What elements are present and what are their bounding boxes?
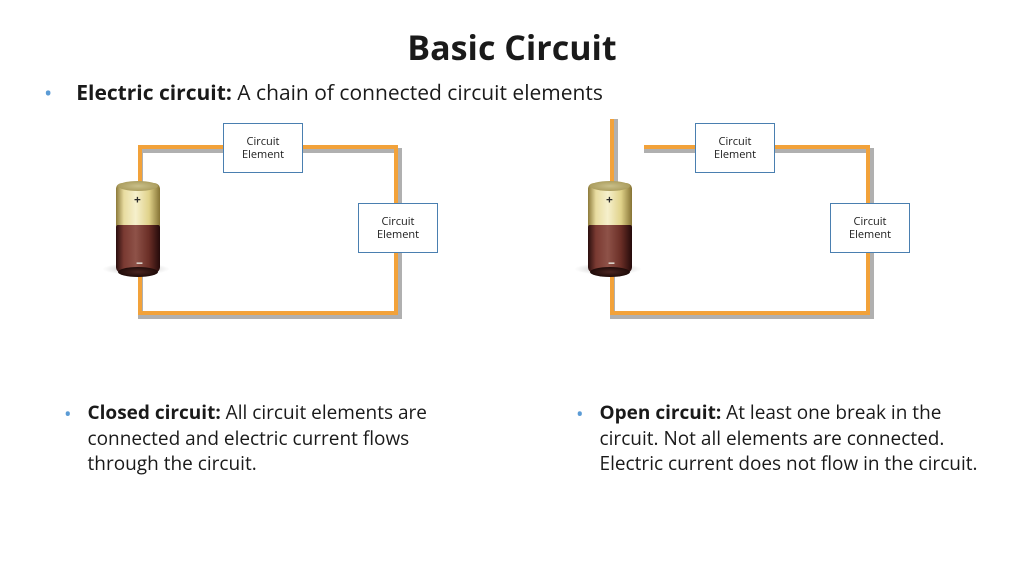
page-title: Basic Circuit	[0, 0, 1024, 70]
definition-text: A chain of connected circuit elements	[232, 79, 603, 107]
captions-row: • Closed circuit: All circuit elements a…	[0, 400, 1024, 477]
closed-circuit-caption: • Closed circuit: All circuit elements a…	[88, 400, 472, 477]
diagram-area: + – Circuit Element Circuit Element + – …	[0, 113, 1024, 373]
definition-bullet: • Electric circuit: A chain of connected…	[44, 80, 1024, 107]
bullet-dot-icon: •	[44, 80, 52, 106]
circuit-element-box: Circuit Element	[695, 123, 775, 173]
circuit-element-box: Circuit Element	[223, 123, 303, 173]
open-circuit-caption: • Open circuit: At least one break in th…	[600, 400, 984, 477]
circuit-element-box: Circuit Element	[358, 203, 438, 253]
battery-plus-label: +	[134, 191, 141, 208]
open-term: Open circuit:	[600, 399, 722, 425]
battery-icon: + –	[116, 183, 160, 271]
open-circuit-diagram: + – Circuit Element Circuit Element	[580, 113, 960, 343]
definition-term: Electric circuit:	[76, 79, 232, 107]
closed-circuit-diagram: + – Circuit Element Circuit Element	[108, 113, 488, 343]
closed-term: Closed circuit:	[88, 399, 221, 425]
bullet-dot-icon: •	[576, 400, 584, 427]
battery-icon: + –	[588, 183, 632, 271]
battery-minus-label: –	[136, 253, 143, 272]
battery-plus-label: +	[606, 191, 613, 208]
bullet-dot-icon: •	[64, 400, 72, 427]
circuit-element-box: Circuit Element	[830, 203, 910, 253]
battery-minus-label: –	[608, 253, 615, 272]
